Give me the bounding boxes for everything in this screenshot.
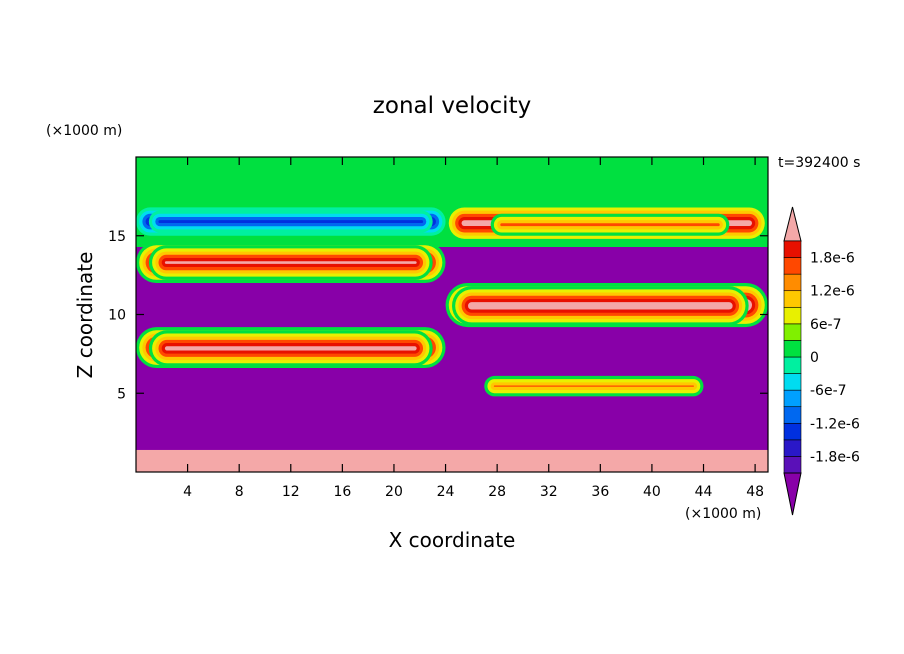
colorbar-label: -6e-7	[810, 383, 847, 399]
colorbar-swatch	[783, 257, 802, 275]
colorbar-label: 6e-7	[810, 317, 841, 333]
x-tick-label: 28	[488, 484, 506, 500]
colorbar-swatch	[783, 306, 802, 325]
x-tick-label: 44	[695, 484, 713, 500]
y-unit-label: (×1000 m)	[46, 123, 122, 139]
x-tick-label: 20	[385, 484, 403, 500]
x-tick-label: 32	[540, 484, 558, 500]
field-core-5	[484, 375, 704, 397]
colorbar-swatch	[783, 273, 802, 292]
colorbar-label: 0	[810, 350, 819, 366]
colorbar-swatch	[783, 323, 802, 341]
x-axis-ticks: 4 8 12 16 20 24 28 32 36 40 44 48	[183, 157, 764, 500]
time-label: t=392400 s	[778, 155, 860, 171]
field-core-1	[148, 245, 433, 280]
x-unit-label: (×1000 m)	[685, 506, 761, 522]
colorbar-swatch	[783, 406, 802, 424]
x-tick-label: 16	[333, 484, 351, 500]
y-tick-label: 15	[108, 229, 126, 245]
y-tick-label: 5	[117, 386, 126, 402]
colorbar-min-arrow	[783, 472, 802, 516]
x-axis-label: X coordinate	[389, 528, 516, 552]
field-core-3	[490, 213, 730, 236]
x-tick-label: 36	[591, 484, 609, 500]
colorbar-swatch	[783, 356, 802, 374]
colorbar-label: 1.8e-6	[810, 251, 855, 267]
colorbar-max-arrow	[783, 206, 802, 242]
x-tick-label: 24	[437, 484, 455, 500]
y-axis-label: Z coordinate	[73, 252, 97, 379]
y-axis-ticks: 5 10 15	[108, 229, 768, 402]
colorbar-label: -1.8e-6	[810, 449, 860, 465]
field-core-2	[148, 330, 433, 367]
colorbar-swatch	[783, 373, 802, 391]
colorbar-swatch	[783, 439, 802, 457]
x-tick-label: 48	[746, 484, 764, 500]
colorbar-swatch	[783, 290, 802, 308]
x-tick-label: 8	[235, 484, 244, 500]
colorbar-label: 1.2e-6	[810, 284, 855, 300]
colorbar-swatch	[783, 340, 802, 358]
field-core-0	[148, 210, 433, 233]
colorbar-swatch	[783, 456, 802, 474]
plot-area	[136, 157, 768, 472]
field-core-4	[452, 286, 749, 326]
colorbar-swatch	[783, 240, 802, 258]
colorbar-label: -1.2e-6	[810, 416, 860, 432]
x-tick-label: 4	[183, 484, 192, 500]
colorbar: 1.8e-6 1.2e-6 6e-7 0 -6e-7 -1.2e-6 -1.8e-6	[783, 206, 860, 516]
chart-title: zonal velocity	[373, 93, 531, 119]
x-tick-label: 12	[282, 484, 300, 500]
colorbar-swatch	[783, 389, 802, 408]
x-tick-label: 40	[643, 484, 661, 500]
y-tick-label: 10	[108, 308, 126, 324]
colorbar-swatch	[783, 422, 802, 441]
bottom-layer	[136, 449, 768, 472]
